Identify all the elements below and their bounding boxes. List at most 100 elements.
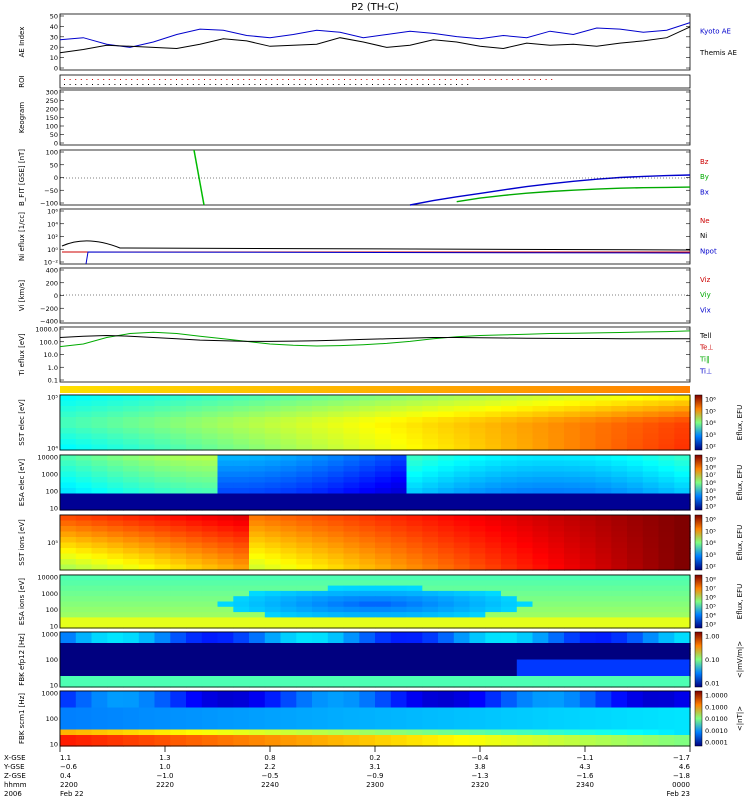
- spectrogram-cell: [595, 520, 612, 527]
- spectrogram-cell: [501, 482, 518, 489]
- spectrogram-cell: [343, 585, 360, 592]
- spectrogram-cell: [60, 499, 77, 506]
- spectrogram-cell: [201, 564, 219, 571]
- spectrogram-cell: [343, 499, 360, 506]
- spectrogram-cell: [674, 542, 691, 549]
- spectrogram-cell: [390, 735, 408, 742]
- spectrogram-cell: [264, 542, 282, 549]
- spectrogram-cell: [485, 559, 502, 566]
- spectrogram-cell: [75, 460, 93, 467]
- spectrogram-cell: [375, 670, 392, 677]
- spectrogram-cell: [107, 439, 124, 446]
- spectrogram-cell: [280, 637, 297, 644]
- spectrogram-cell: [296, 575, 313, 581]
- spectrogram-cell: [501, 702, 518, 709]
- spectrogram-cell: [674, 670, 691, 677]
- spectrogram-cell: [564, 499, 581, 506]
- spectrogram-cell: [296, 433, 313, 440]
- spectrogram-cell: [91, 617, 108, 624]
- spectrogram-cell: [642, 632, 660, 639]
- spectrogram-cell: [595, 612, 612, 618]
- spectrogram-cell: [658, 691, 675, 698]
- spectrogram-cell: [501, 531, 518, 538]
- spectrogram-cell: [453, 537, 471, 544]
- spectrogram-cell: [186, 707, 203, 714]
- spectrogram-cell: [548, 724, 565, 731]
- spectrogram-cell: [327, 735, 345, 742]
- spectrogram-cell: [595, 643, 612, 650]
- spectrogram-cell: [485, 482, 502, 489]
- ytick-label: 10⁰: [47, 246, 58, 254]
- spectrogram-cell: [296, 676, 313, 683]
- spectrogram-cell: [642, 460, 660, 467]
- roi-mark: [254, 79, 256, 80]
- spectrogram-cell: [343, 433, 360, 440]
- spectrogram-cell: [469, 422, 486, 429]
- spectrogram-cell: [154, 632, 171, 639]
- spectrogram-cell: [422, 575, 439, 581]
- spectrogram-cell: [469, 713, 486, 720]
- spectrogram-cell: [154, 428, 171, 435]
- spectrogram-cell: [280, 471, 297, 478]
- ytick-label: 10⁴: [47, 445, 58, 453]
- spectrogram-cell: [217, 612, 234, 618]
- spectrogram-cell: [201, 520, 219, 527]
- spectrogram-cell: [532, 444, 549, 451]
- spectrogram-cell: [611, 606, 628, 613]
- spectrogram-cell: [280, 648, 297, 655]
- spectrogram-cell: [548, 428, 565, 435]
- spectrogram-cell: [532, 659, 549, 666]
- spectrogram-cell: [280, 488, 297, 495]
- spectrogram-cell: [642, 488, 660, 495]
- spectrogram-cell: [548, 702, 565, 709]
- series-tell-line: [59, 334, 690, 342]
- spectrogram-cell: [201, 691, 219, 698]
- spectrogram-cell: [406, 585, 423, 592]
- npot-line: [85, 251, 691, 265]
- ytick-label: 100: [46, 715, 58, 723]
- spectrogram-cell: [595, 735, 612, 742]
- spectrogram-cell: [627, 537, 644, 544]
- footer-row-label: 2006: [4, 790, 22, 798]
- spectrogram-cell: [327, 718, 345, 725]
- spectrogram-cell: [327, 444, 345, 451]
- spectrogram-cell: [264, 520, 282, 527]
- spectrogram-cell: [564, 400, 581, 407]
- spectrogram-cell: [312, 417, 329, 424]
- colorbar-tick-label: 0.01: [705, 680, 719, 688]
- spectrogram-cell: [674, 477, 691, 484]
- spectrogram-cell: [390, 428, 408, 435]
- spectrogram-cell: [406, 729, 423, 736]
- legend-entry: Bz: [700, 158, 709, 166]
- spectrogram-cell: [327, 612, 345, 618]
- spectrogram-cell: [138, 537, 156, 544]
- spectrogram-cell: [217, 542, 234, 549]
- spectrogram-cell: [627, 740, 644, 747]
- spectrogram-cell: [485, 471, 502, 478]
- spectrogram-cell: [406, 681, 423, 688]
- spectrogram-cell: [138, 433, 156, 440]
- spectrogram-cell: [658, 520, 675, 527]
- series-kyotoae-line: [59, 22, 691, 48]
- spectrogram-cell: [627, 395, 644, 402]
- spectrogram-esa_e: [59, 454, 691, 511]
- spectrogram-cell: [296, 488, 313, 495]
- spectrogram-cell: [548, 537, 565, 544]
- spectrogram-cell: [359, 406, 376, 413]
- spectrogram-cell: [564, 493, 581, 500]
- spectrogram-cell: [658, 606, 675, 613]
- spectrogram-cell: [217, 466, 234, 473]
- spectrogram-cell: [343, 488, 360, 495]
- legend-entry: Kyoto AE: [700, 27, 731, 35]
- spectrogram-cell: [406, 696, 423, 703]
- spectrogram-cell: [627, 504, 644, 511]
- spectrogram-cell: [201, 718, 219, 725]
- roi-mark: [209, 84, 211, 85]
- spectrogram-cell: [375, 553, 392, 560]
- spectrogram-cell: [438, 400, 455, 407]
- spectrogram-cell: [107, 665, 124, 672]
- spectrogram-cell: [91, 428, 108, 435]
- spectrogram-cell: [627, 542, 644, 549]
- spectrogram-cell: [123, 659, 140, 666]
- spectrogram-cell: [658, 460, 675, 467]
